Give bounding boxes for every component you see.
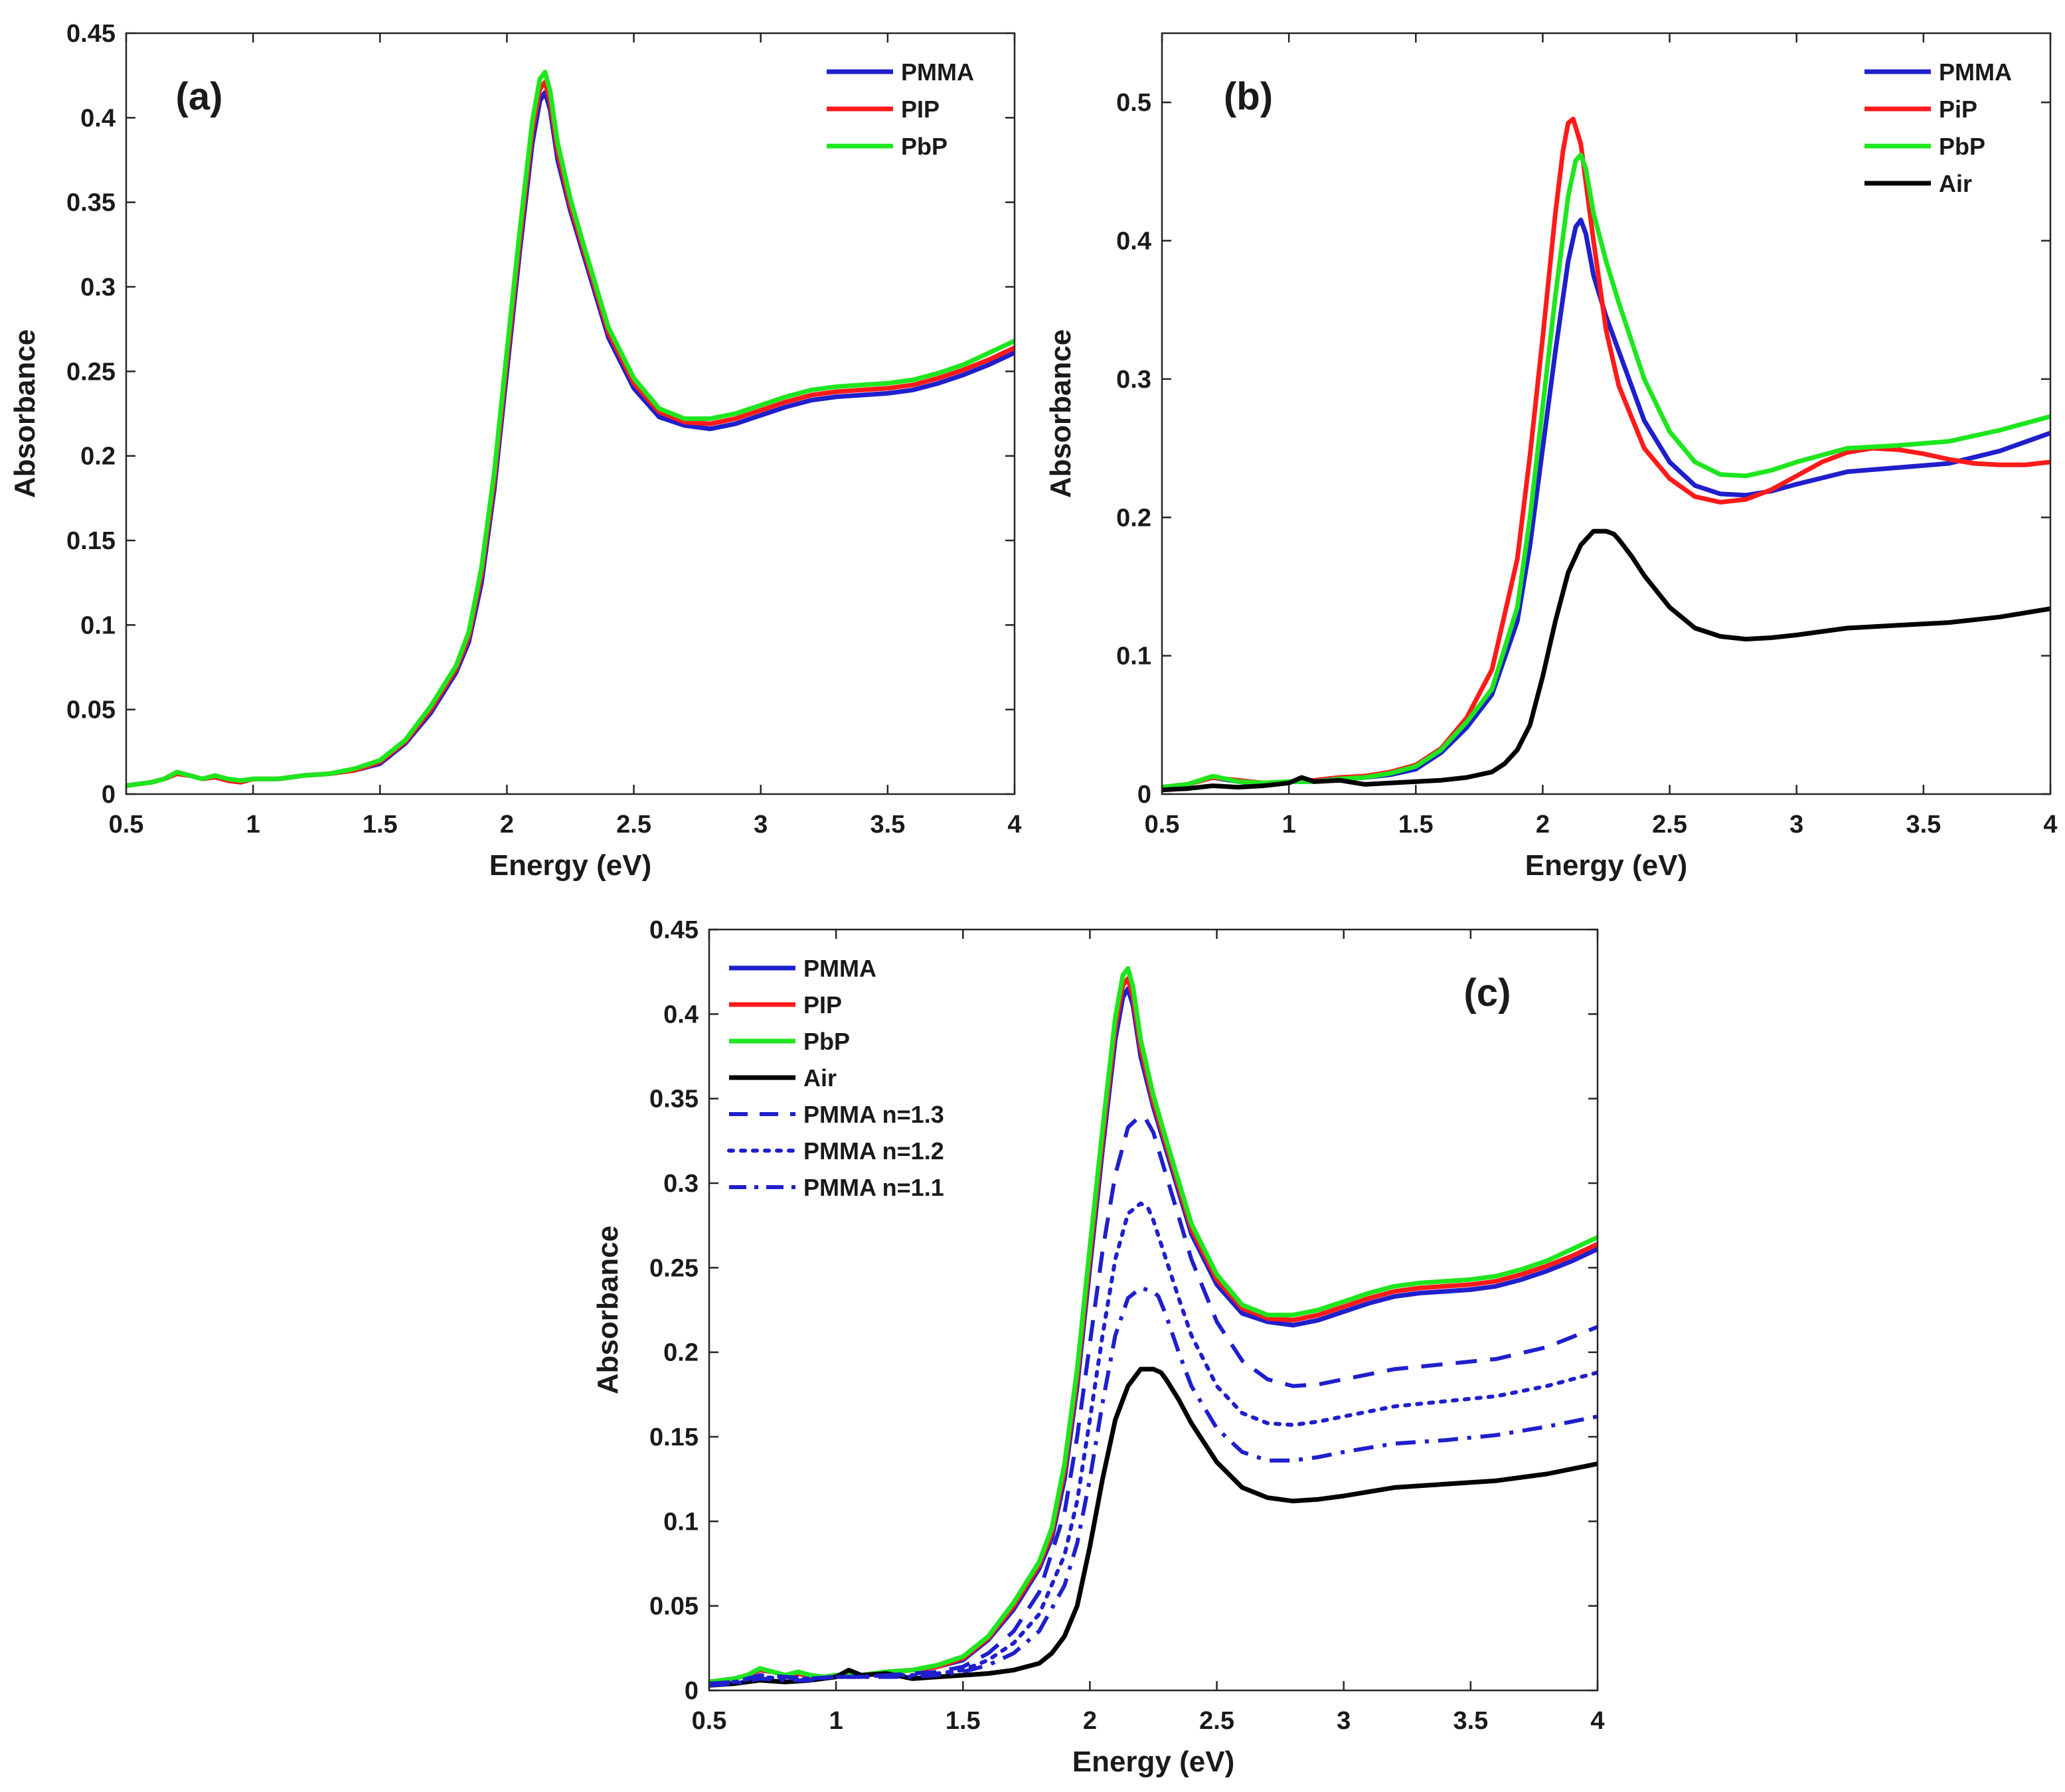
x-tick-label: 3 bbox=[1337, 1707, 1351, 1735]
y-tick-label: 0.45 bbox=[649, 916, 699, 944]
legend-label: PMMA bbox=[901, 58, 974, 86]
chart-panel-2: 0.5 1 1.5 2 2.5 3 3.5 4 0 0.1 0.2 0.3 0.4 0.5 Energy (… bbox=[1044, 32, 2058, 882]
y-axis-label: Absorbance bbox=[9, 329, 41, 498]
y-tick-label: 0.15 bbox=[66, 527, 116, 555]
y-tick-label: 0.05 bbox=[649, 1593, 699, 1621]
series-line-pmma-n-1-3 bbox=[709, 1113, 1598, 1686]
y-axis-label: Absorbance bbox=[592, 1226, 624, 1394]
y-tick-label: 0.5 bbox=[1116, 89, 1151, 117]
y-tick-label: 0.15 bbox=[649, 1424, 699, 1451]
y-tick-label: 0.25 bbox=[649, 1254, 699, 1282]
x-tick-label: 3.5 bbox=[870, 811, 905, 839]
plot-frame bbox=[708, 928, 1599, 1692]
plot-frame bbox=[125, 32, 1016, 795]
y-tick-label: 0.2 bbox=[663, 1339, 699, 1367]
y-tick-label: 0.4 bbox=[1116, 228, 1151, 256]
panel-label: (a) bbox=[176, 75, 223, 118]
y-tick-label: 0.1 bbox=[80, 611, 116, 639]
series-line-pip bbox=[1162, 116, 2050, 790]
series-line-pmma-n-1-1 bbox=[709, 1285, 1598, 1688]
x-tick-label: 3 bbox=[1789, 811, 1803, 839]
x-tick-label: 3.5 bbox=[1453, 1707, 1488, 1735]
legend-label: PMMA n=1.1 bbox=[803, 1174, 944, 1201]
y-tick-label: 0.4 bbox=[663, 1001, 699, 1028]
x-tick-label: 2 bbox=[1536, 811, 1550, 839]
series-line-air bbox=[1162, 529, 2050, 793]
y-tick-label: 0.2 bbox=[80, 443, 116, 471]
chart-panel-1: 0.5 1 1.5 2 2.5 3 3.5 4 0 0.05 0.1 0.15 0.2 0.25 0.3 0.… bbox=[9, 20, 1022, 882]
series-line-pip bbox=[709, 976, 1598, 1684]
legend-label: PbP bbox=[901, 133, 948, 160]
y-tick-label: 0.1 bbox=[663, 1508, 699, 1536]
series-line-pbp bbox=[126, 70, 1015, 788]
x-tick-label: 2.5 bbox=[1199, 1707, 1234, 1735]
x-tick-label: 0.5 bbox=[692, 1707, 727, 1735]
legend: PMMA PiP PbP Air bbox=[1864, 58, 2012, 197]
legend-label: PiP bbox=[1939, 96, 1977, 123]
chart-panel-3: 0.5 1 1.5 2 2.5 3 3.5 4 0 0.05 0.1 0.15 0.2 0.25 0.3 0.… bbox=[592, 916, 1605, 1778]
x-tick-label: 2.5 bbox=[616, 811, 651, 839]
legend-label: PbP bbox=[803, 1028, 850, 1055]
series-line-air bbox=[709, 1366, 1598, 1688]
y-tick-label: 0.45 bbox=[66, 20, 116, 48]
x-tick-label: 0.5 bbox=[109, 811, 144, 839]
y-axis-label: Absorbance bbox=[1044, 329, 1077, 498]
x-tick-label: 3.5 bbox=[1906, 811, 1941, 839]
legend-label: PMMA n=1.2 bbox=[803, 1137, 944, 1165]
legend-label: Air bbox=[803, 1064, 837, 1092]
panel-label: (c) bbox=[1464, 971, 1511, 1015]
x-tick-label: 1 bbox=[246, 811, 260, 839]
plot-frame bbox=[1161, 32, 2052, 795]
x-tick-label: 1 bbox=[829, 1707, 843, 1735]
legend-label: PMMA bbox=[1939, 58, 2012, 86]
y-tick-label: 0.05 bbox=[66, 696, 116, 724]
series-group bbox=[709, 966, 1598, 1688]
y-tick-label: 0.3 bbox=[1116, 366, 1151, 394]
x-axis-label: Energy (eV) bbox=[1525, 849, 1688, 882]
series-group bbox=[126, 70, 1015, 788]
x-tick-label: 2.5 bbox=[1652, 811, 1687, 839]
y-tick-label: 0.1 bbox=[1116, 643, 1151, 671]
series-line-pbp bbox=[1162, 152, 2050, 790]
legend: PMMA PIP PbP Air PMMA n=1.3 PMMA n=1.2 PMMA n=… bbox=[727, 955, 944, 1201]
y-tick-label: 0.3 bbox=[80, 274, 116, 301]
y-tick-label: 0.2 bbox=[1116, 504, 1151, 532]
x-tick-label: 2 bbox=[500, 811, 514, 839]
x-tick-label: 1.5 bbox=[1398, 811, 1434, 839]
x-tick-label: 2 bbox=[1083, 1707, 1097, 1735]
x-tick-label: 4 bbox=[1007, 811, 1021, 839]
series-line-pip bbox=[126, 80, 1015, 788]
x-tick-label: 1 bbox=[1282, 811, 1296, 839]
x-axis-label: Energy (eV) bbox=[489, 849, 652, 882]
y-tick-label: 0 bbox=[685, 1677, 699, 1705]
x-tick-label: 4 bbox=[2043, 811, 2057, 839]
x-tick-label: 4 bbox=[1590, 1707, 1604, 1735]
x-axis-label: Energy (eV) bbox=[1072, 1746, 1235, 1778]
x-tick-label: 1.5 bbox=[946, 1707, 981, 1735]
series-line-pbp bbox=[709, 966, 1598, 1684]
panel-label: (b) bbox=[1224, 75, 1273, 118]
y-tick-label: 0.25 bbox=[66, 358, 116, 386]
series-line-pmma-n-1-2 bbox=[709, 1201, 1598, 1686]
y-tick-label: 0.35 bbox=[66, 189, 116, 217]
legend-label: PIP bbox=[803, 991, 842, 1018]
y-tick-label: 0.35 bbox=[649, 1086, 699, 1113]
legend-label: PbP bbox=[1939, 133, 1985, 160]
y-tick-label: 0 bbox=[102, 781, 116, 809]
legend: PMMA PIP PbP bbox=[827, 58, 974, 160]
x-tick-label: 3 bbox=[754, 811, 768, 839]
series-line-pmma bbox=[1162, 217, 2050, 790]
x-tick-label: 0.5 bbox=[1145, 811, 1180, 839]
y-tick-label: 0.4 bbox=[80, 104, 116, 132]
legend-label: Air bbox=[1939, 170, 1972, 197]
x-tick-label: 1.5 bbox=[363, 811, 398, 839]
legend-label: PIP bbox=[901, 96, 940, 123]
series-group bbox=[1162, 116, 2050, 793]
legend-label: PMMA n=1.3 bbox=[803, 1101, 944, 1128]
y-tick-label: 0 bbox=[1137, 781, 1151, 809]
y-tick-label: 0.3 bbox=[663, 1170, 699, 1198]
legend-label: PMMA bbox=[803, 955, 876, 982]
